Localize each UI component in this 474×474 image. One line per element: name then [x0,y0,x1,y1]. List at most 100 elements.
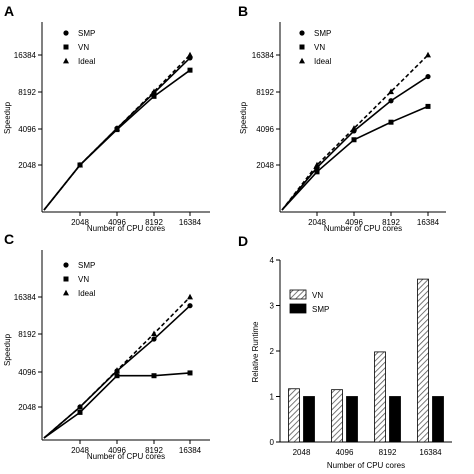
x-tick-label: 8192 [379,448,397,457]
legend-swatch-vn [289,289,307,300]
x-tick-label: 4096 [345,218,363,227]
bar-smp [303,396,315,443]
x-tick-label: 2048 [71,218,89,227]
data-point-vn [114,373,120,379]
x-tick-label: 8192 [382,218,400,227]
y-tick-label: 2048 [256,161,274,170]
data-point-ideal [187,51,193,58]
series-line-smp [281,75,429,211]
bar-vn [374,351,386,443]
series-line-ideal [43,54,191,211]
series-line-smp [43,57,191,211]
data-point-ideal [77,161,83,168]
y-tick-label: 2048 [18,161,36,170]
y-axis-label: Relative Runtime [251,321,260,382]
data-point-smp [151,336,157,342]
y-tick-label: 4 [270,256,275,265]
legend-label-vn: VN [78,43,89,52]
y-tick-label: 2 [270,347,275,356]
data-point-ideal [351,125,357,131]
y-axis-label: Speedup [239,101,248,134]
bar-vn [417,278,429,443]
data-point-vn [388,119,394,125]
bar-smp [346,396,358,443]
x-axis-label: Number of CPU cores [87,224,165,233]
x-axis-label: Number of CPU cores [327,461,405,470]
bar-smp [389,396,401,443]
y-axis-label: Speedup [3,101,12,134]
panel-letter: C [4,231,14,247]
x-tick-label: 2048 [293,448,311,457]
legend-label-ideal: Ideal [78,289,96,298]
data-point-ideal [77,403,83,410]
data-point-smp [425,73,431,80]
legend-marker-vn [299,44,305,50]
y-tick-label: 16384 [252,51,275,60]
legend-label-vn: VN [78,275,89,284]
y-axis-label: Speedup [3,333,12,366]
legend-marker-vn [63,44,69,50]
data-point-ideal [114,367,120,373]
legend-label-smp: SMP [78,29,95,38]
x-tick-label: 8192 [145,218,163,227]
y-tick-label: 1 [270,393,275,402]
series-line-vn [281,105,429,211]
data-point-smp [388,98,394,104]
data-point-ideal [151,330,157,337]
series-line-vn [43,69,191,211]
legend-label-smp: SMP [312,305,329,314]
y-tick-label: 3 [270,302,275,311]
legend-marker-ideal [299,57,305,64]
panel-letter: D [238,233,248,249]
x-tick-label: 16384 [179,218,202,227]
x-tick-label: 16384 [417,218,440,227]
legend-marker-ideal [63,57,69,64]
x-axis-label: Number of CPU cores [87,452,165,461]
bar-vn [288,388,300,443]
data-point-vn [77,409,83,415]
y-tick-label: 16384 [14,293,37,302]
panel-letter: A [4,3,14,19]
x-tick-label: 16384 [419,448,442,457]
data-point-vn [351,137,357,143]
data-point-vn [151,93,157,99]
data-point-ideal [114,125,120,131]
panel-letter: B [238,3,248,19]
data-point-ideal [314,161,320,168]
data-point-vn [314,169,320,175]
x-tick-label: 16384 [179,446,202,455]
panel-b: B 2048 4096 8192 16384 2048 4096 8192 16384 Numbe… [238,3,446,233]
data-point-vn [187,370,193,376]
legend-marker-smp [63,30,69,36]
x-axis-label: Number of CPU cores [324,224,402,233]
data-point-ideal [151,88,157,95]
y-tick-label: 8192 [18,330,36,339]
y-tick-label: 8192 [18,88,36,97]
legend-marker-smp [63,262,69,268]
bar-vn [331,389,343,443]
panel-d: D 0 1 2 3 4 2048 4096 8192 16384 Number of CPU cor… [238,233,452,470]
y-tick-label: 16384 [14,51,37,60]
series-line-vn [43,372,191,439]
x-tick-label: 4096 [108,218,126,227]
y-tick-label: 2048 [18,403,36,412]
legend-label-ideal: Ideal [78,57,96,66]
legend-marker-vn [63,276,69,282]
y-tick-label: 0 [270,438,275,447]
bar-smp [432,396,444,443]
legend-label-vn: VN [314,43,325,52]
data-point-ideal [388,88,394,95]
data-point-vn [187,67,193,73]
legend-swatch-smp [289,303,307,314]
data-point-ideal [425,51,431,58]
y-tick-label: 4096 [18,368,36,377]
x-tick-label: 4096 [336,448,354,457]
legend-label-vn: VN [312,291,323,300]
legend-label-smp: SMP [314,29,331,38]
x-tick-label: 2048 [71,446,89,455]
legend-marker-smp [299,30,305,36]
panel-c: C 2048 4096 8192 16384 2048 4096 8192 16384 Numbe… [3,231,210,461]
y-tick-label: 4096 [18,125,36,134]
data-point-smp [187,303,193,309]
data-point-ideal [187,293,193,300]
